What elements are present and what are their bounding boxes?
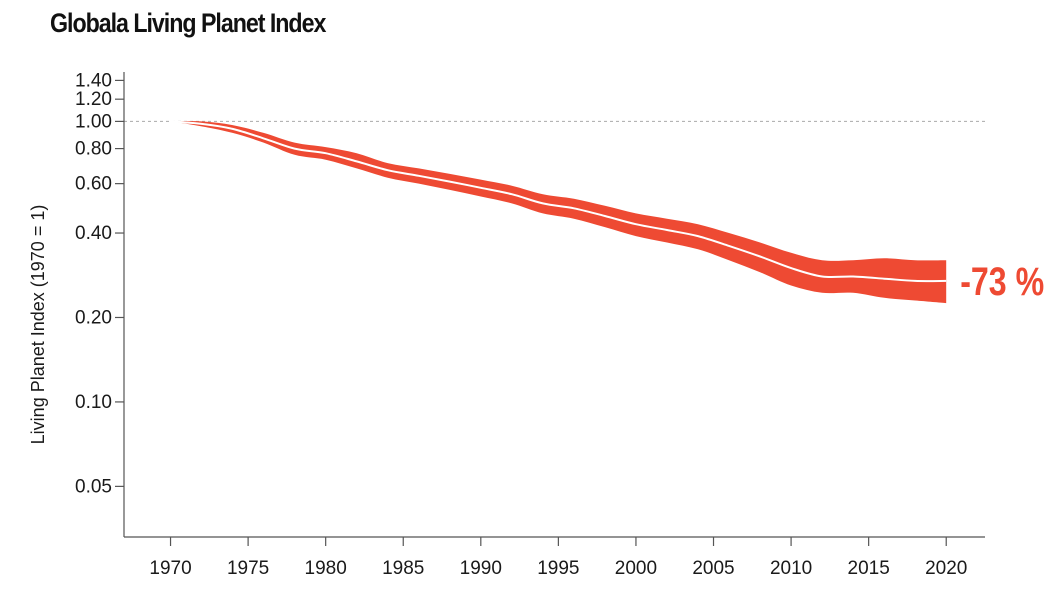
x-tick-label: 1975 <box>227 558 269 579</box>
x-axis-ticks: 1970 1975 1980 1985 1990 1995 2000 2005 2010 2015… <box>149 537 967 579</box>
y-tick-label: 0.60 <box>75 174 112 195</box>
annotation-decline: -73 % <box>960 260 1044 304</box>
y-tick-label: 1.00 <box>75 111 112 132</box>
x-tick-label: 1990 <box>460 558 502 579</box>
x-tick-label: 2010 <box>770 558 812 579</box>
x-tick-label: 2000 <box>615 558 657 579</box>
y-tick-label: 0.80 <box>75 139 112 160</box>
confidence-band <box>170 121 947 304</box>
x-tick-label: 1970 <box>149 558 191 579</box>
x-tick-label: 2020 <box>925 558 967 579</box>
x-tick-label: 2005 <box>692 558 734 579</box>
chart-title: Globala Living Planet Index <box>50 8 326 38</box>
y-tick-label: 0.10 <box>75 392 112 413</box>
y-tick-label: 1.40 <box>75 70 112 91</box>
y-axis-label: Living Planet Index (1970 = 1) <box>28 205 48 445</box>
x-tick-label: 1995 <box>537 558 579 579</box>
x-tick-label: 1980 <box>305 558 347 579</box>
x-tick-label: 1985 <box>382 558 424 579</box>
y-tick-label: 1.20 <box>75 89 112 110</box>
y-axis-ticks: 1.401.201.00 0.80 0.60 0.40 0.20 0.10 0.05 <box>75 70 124 497</box>
y-tick-label: 0.40 <box>75 223 112 244</box>
y-tick-label: 0.20 <box>75 307 112 328</box>
y-tick-label: 0.05 <box>75 476 112 497</box>
x-tick-label: 2015 <box>848 558 890 579</box>
index-line <box>170 120 947 283</box>
